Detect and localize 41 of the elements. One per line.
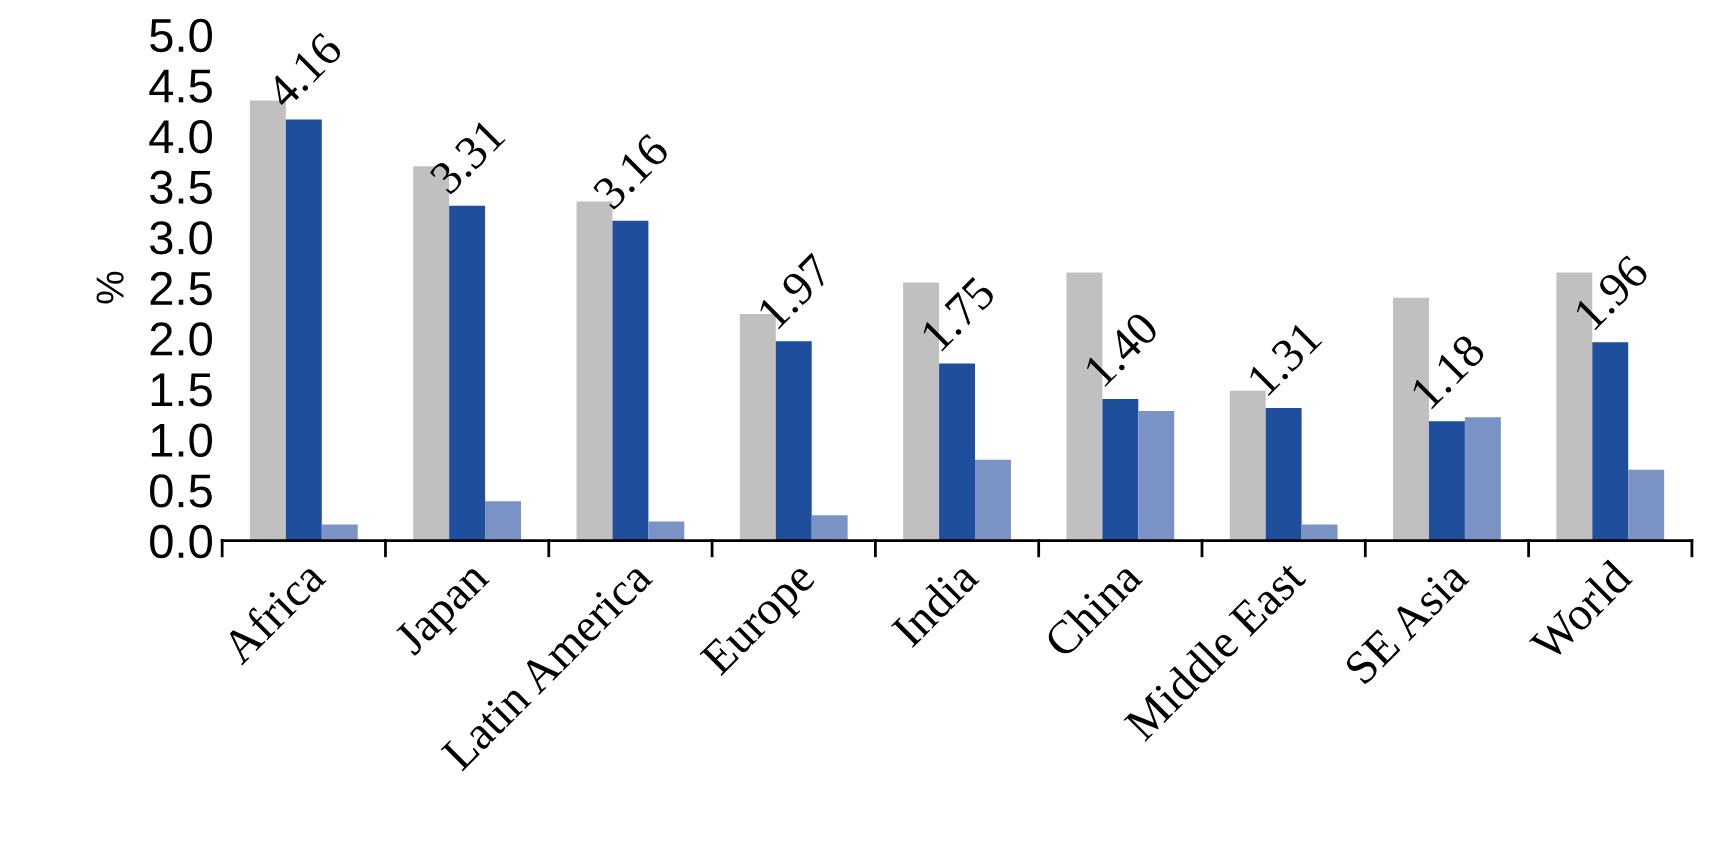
bar bbox=[811, 515, 848, 541]
y-tick-label: 1.5 bbox=[151, 373, 212, 407]
data-label: 4.16 bbox=[264, 30, 344, 111]
x-tick-label: India bbox=[889, 557, 981, 649]
y-tick-label: 2.5 bbox=[150, 271, 212, 306]
bar bbox=[648, 521, 685, 541]
data-label: 1.75 bbox=[920, 275, 997, 352]
data-label: 1.96 bbox=[1573, 253, 1651, 331]
data-label: 3.31 bbox=[428, 117, 507, 196]
bar bbox=[485, 501, 522, 541]
bar bbox=[449, 205, 486, 541]
data-label: 1.97 bbox=[756, 252, 834, 330]
x-tick-label: SE Asia bbox=[1343, 558, 1470, 686]
data-label: 1.18 bbox=[1409, 332, 1487, 410]
bar bbox=[612, 220, 649, 541]
y-tick-label: 4.0 bbox=[149, 119, 212, 154]
y-tick-label: 3.5 bbox=[150, 170, 212, 204]
bar bbox=[1102, 398, 1139, 541]
bar bbox=[1265, 408, 1302, 541]
y-axis-title: % bbox=[96, 271, 124, 304]
bar bbox=[321, 524, 358, 541]
y-tick-label: 5.0 bbox=[150, 18, 212, 53]
bar bbox=[975, 459, 1011, 541]
bar bbox=[775, 341, 812, 541]
data-label: 1.40 bbox=[1083, 310, 1161, 388]
data-label: 3.16 bbox=[592, 132, 671, 211]
bar bbox=[1464, 417, 1501, 541]
bar bbox=[1428, 421, 1465, 541]
bar bbox=[285, 119, 322, 541]
bar bbox=[1301, 524, 1338, 541]
bar bbox=[1138, 411, 1175, 541]
y-tick-label: 2.0 bbox=[150, 322, 212, 356]
y-tick-label: 4.5 bbox=[149, 69, 212, 103]
bar bbox=[1592, 342, 1629, 541]
y-tick-label: 1.0 bbox=[151, 423, 212, 457]
y-tick-label: 3.0 bbox=[150, 221, 212, 255]
bar bbox=[939, 363, 975, 541]
y-tick-label: 0.0 bbox=[150, 524, 212, 559]
data-label: 1.31 bbox=[1246, 320, 1323, 397]
bar bbox=[1628, 469, 1665, 541]
y-tick-label: 0.5 bbox=[150, 474, 212, 508]
